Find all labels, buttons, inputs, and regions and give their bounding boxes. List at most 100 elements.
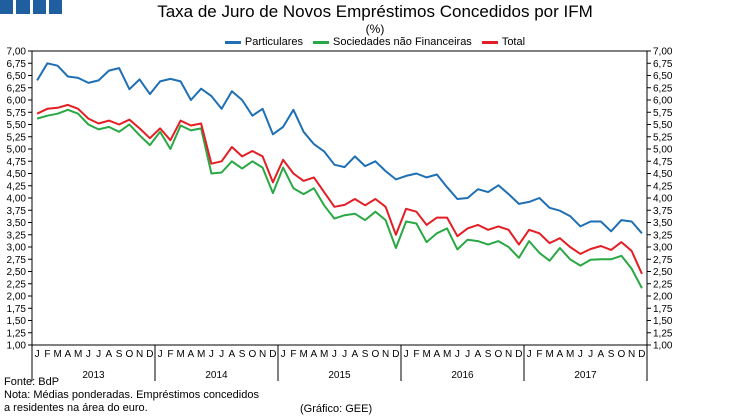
y-tick-label-right: 6,25 bbox=[653, 83, 673, 94]
y-tick-label-right: 2,25 bbox=[653, 279, 673, 290]
series-line-particulares bbox=[36, 62, 643, 234]
logo-square-3 bbox=[32, 0, 46, 14]
x-tick-label-month: J bbox=[96, 349, 101, 360]
x-tick-label-month: D bbox=[638, 349, 645, 360]
y-tick-label-right: 4,00 bbox=[653, 194, 673, 205]
y-tick-label-left: 1,25 bbox=[7, 328, 27, 339]
y-tick-label-left: 2,00 bbox=[7, 292, 27, 303]
series-line-total bbox=[36, 103, 643, 275]
legend-swatch-particulares bbox=[224, 40, 241, 44]
x-tick-label-month: M bbox=[176, 349, 184, 360]
x-tick-label-month: J bbox=[158, 349, 163, 360]
y-tick-label-right: 6,00 bbox=[653, 96, 673, 107]
x-tick-label-month: O bbox=[617, 349, 625, 360]
x-tick-label-month: S bbox=[116, 349, 123, 360]
x-tick-label-month: A bbox=[352, 349, 359, 360]
x-tick-label-month: J bbox=[219, 349, 224, 360]
y-tick-label-left: 1,75 bbox=[7, 304, 27, 315]
x-tick-label-month: J bbox=[465, 349, 470, 360]
x-tick-label-month: M bbox=[197, 349, 205, 360]
x-tick-label-month: N bbox=[259, 349, 266, 360]
logo-squares-icon bbox=[0, 0, 62, 16]
legend-item-total: Total bbox=[481, 36, 526, 48]
y-tick-label-right: 4,50 bbox=[653, 169, 673, 180]
legend-swatch-total bbox=[481, 40, 498, 44]
y-tick-label-right: 5,75 bbox=[653, 108, 673, 119]
y-tick-label-right: 3,75 bbox=[653, 206, 673, 217]
x-tick-label-month: M bbox=[566, 349, 574, 360]
y-tick-label-right: 1,50 bbox=[653, 316, 673, 327]
y-tick-label-left: 4,50 bbox=[7, 169, 27, 180]
x-tick-label-month: O bbox=[494, 349, 502, 360]
x-tick-label-month: N bbox=[505, 349, 512, 360]
y-tick-label-right: 1,25 bbox=[653, 328, 673, 339]
y-tick-label-right: 3,00 bbox=[653, 243, 673, 254]
x-tick-label-month: D bbox=[515, 349, 522, 360]
x-tick-label-month: A bbox=[311, 349, 318, 360]
series-line-sociedades bbox=[36, 108, 643, 289]
y-tick-label-left: 4,25 bbox=[7, 181, 27, 192]
chart-unit: (%) bbox=[365, 22, 385, 36]
y-tick-label-left: 2,75 bbox=[7, 255, 27, 266]
y-tick-label-right: 1,75 bbox=[653, 304, 673, 315]
x-tick-label-year: 2013 bbox=[82, 370, 105, 381]
y-tick-label-right: 7,00 bbox=[653, 47, 673, 58]
y-tick-label-right: 3,25 bbox=[653, 230, 673, 241]
legend-label-sociedades: Sociedades não Financeiras bbox=[333, 36, 472, 48]
logo-square-1 bbox=[0, 0, 14, 14]
x-tick-label-month: J bbox=[342, 349, 347, 360]
y-tick-label-left: 6,50 bbox=[7, 71, 27, 82]
x-tick-label-month: A bbox=[106, 349, 113, 360]
x-tick-label-month: J bbox=[35, 349, 40, 360]
y-tick-label-left: 2,50 bbox=[7, 267, 27, 278]
y-tick-label-right: 1,00 bbox=[653, 341, 673, 352]
plot-area-frame bbox=[31, 50, 648, 346]
y-tick-label-right: 6,50 bbox=[653, 71, 673, 82]
x-tick-label-month: F bbox=[536, 349, 542, 360]
x-tick-label-month: M bbox=[443, 349, 451, 360]
x-tick-label-month: O bbox=[371, 349, 379, 360]
x-tick-label-month: A bbox=[65, 349, 72, 360]
x-tick-label-month: A bbox=[598, 349, 605, 360]
y-tick-label-right: 6,75 bbox=[653, 59, 673, 70]
y-tick-label-left: 7,00 bbox=[7, 47, 27, 58]
x-tick-label-month: O bbox=[248, 349, 256, 360]
x-tick-label-month: N bbox=[628, 349, 635, 360]
y-tick-label-right: 3,50 bbox=[653, 218, 673, 229]
x-tick-label-month: J bbox=[209, 349, 214, 360]
footer-source: Fonte: BdP bbox=[4, 376, 60, 388]
y-tick-label-left: 6,75 bbox=[7, 59, 27, 70]
x-tick-label-month: J bbox=[332, 349, 337, 360]
y-tick-label-right: 2,00 bbox=[653, 292, 673, 303]
x-tick-label-month: J bbox=[404, 349, 409, 360]
y-tick-label-left: 5,00 bbox=[7, 145, 27, 156]
x-tick-label-month: N bbox=[136, 349, 143, 360]
x-tick-label-month: A bbox=[557, 349, 564, 360]
legend-label-particulares: Particulares bbox=[244, 36, 303, 48]
x-tick-label-month: A bbox=[188, 349, 195, 360]
x-tick-label-month: A bbox=[229, 349, 236, 360]
x-tick-label-month: D bbox=[392, 349, 399, 360]
y-tick-label-left: 3,50 bbox=[7, 218, 27, 229]
x-tick-label-month: J bbox=[588, 349, 593, 360]
y-tick-label-left: 1,00 bbox=[7, 341, 27, 352]
x-tick-label-year: 2015 bbox=[328, 370, 351, 381]
x-tick-label-month: D bbox=[146, 349, 153, 360]
y-tick-label-right: 5,25 bbox=[653, 132, 673, 143]
x-tick-label-month: D bbox=[269, 349, 276, 360]
y-tick-label-left: 4,75 bbox=[7, 157, 27, 168]
x-tick-label-month: S bbox=[362, 349, 369, 360]
footer-note-line1: Nota: Médias ponderadas. Empréstimos con… bbox=[4, 389, 259, 401]
x-tick-label-month: F bbox=[167, 349, 173, 360]
y-tick-label-left: 5,75 bbox=[7, 108, 27, 119]
x-tick-label-month: M bbox=[422, 349, 430, 360]
y-tick-label-left: 4,00 bbox=[7, 194, 27, 205]
y-tick-label-left: 1,50 bbox=[7, 316, 27, 327]
footer-credit: (Gráfico: GEE) bbox=[300, 403, 373, 415]
y-tick-label-left: 3,00 bbox=[7, 243, 27, 254]
y-tick-label-right: 2,50 bbox=[653, 267, 673, 278]
legend-label-total: Total bbox=[501, 36, 526, 48]
y-tick-label-left: 5,25 bbox=[7, 132, 27, 143]
x-tick-label-month: J bbox=[578, 349, 583, 360]
